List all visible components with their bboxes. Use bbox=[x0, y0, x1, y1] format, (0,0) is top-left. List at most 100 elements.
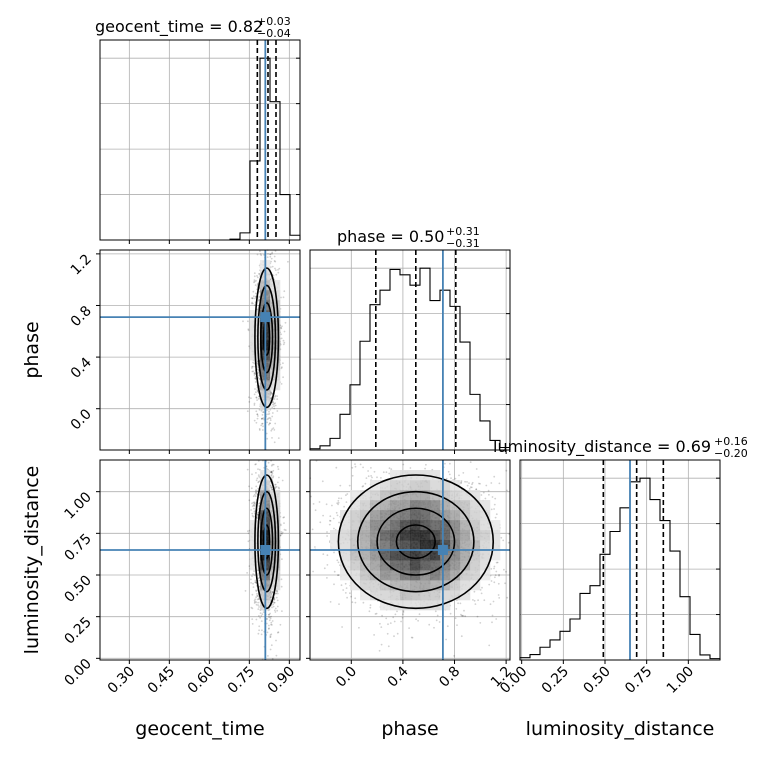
sample-point bbox=[269, 648, 272, 651]
sample-point bbox=[254, 381, 257, 383]
sample-point bbox=[262, 417, 265, 419]
sample-point bbox=[259, 250, 261, 253]
sample-point bbox=[275, 273, 278, 276]
sample-point bbox=[276, 395, 278, 397]
sample-point bbox=[256, 413, 259, 416]
sample-point bbox=[274, 422, 277, 425]
sample-point bbox=[270, 257, 273, 260]
sample-point bbox=[257, 608, 260, 610]
sample-point bbox=[273, 405, 275, 408]
sample-point bbox=[260, 620, 263, 622]
sample-point bbox=[255, 603, 258, 606]
sample-point bbox=[251, 505, 254, 507]
sample-point bbox=[253, 402, 256, 405]
sample-point bbox=[274, 483, 277, 486]
sample-point bbox=[274, 260, 277, 263]
sample-point bbox=[256, 253, 259, 256]
sample-point bbox=[271, 415, 274, 418]
sample-point bbox=[255, 472, 257, 474]
sample-point bbox=[257, 371, 260, 374]
sample-point bbox=[268, 413, 271, 415]
sample-point bbox=[277, 468, 280, 470]
sample-point bbox=[253, 295, 255, 298]
sample-point bbox=[258, 384, 261, 387]
sample-point bbox=[268, 619, 271, 622]
sample-point bbox=[261, 417, 264, 420]
sample-point bbox=[270, 429, 273, 432]
sample-point bbox=[253, 419, 256, 422]
sample-point bbox=[275, 654, 278, 657]
sample-point bbox=[255, 279, 257, 282]
sample-point bbox=[258, 606, 260, 608]
sample-point bbox=[257, 299, 260, 301]
sample-point bbox=[276, 609, 279, 612]
sample-point bbox=[247, 328, 250, 331]
sample-point bbox=[270, 260, 272, 263]
sample-point bbox=[270, 392, 273, 394]
sample-point bbox=[251, 370, 254, 373]
sample-point bbox=[262, 411, 264, 413]
sample-point bbox=[247, 320, 249, 323]
sample-point bbox=[255, 396, 258, 399]
sample-point bbox=[274, 402, 276, 404]
sample-point bbox=[276, 410, 279, 412]
sample-point bbox=[248, 345, 251, 348]
sample-point bbox=[257, 474, 260, 476]
sample-point bbox=[251, 607, 254, 610]
sample-point bbox=[256, 399, 258, 401]
sample-point bbox=[266, 256, 269, 258]
panel-frame bbox=[519, 459, 721, 661]
sample-point bbox=[246, 410, 249, 413]
sample-point bbox=[256, 413, 259, 416]
sample-point bbox=[255, 618, 258, 621]
sample-point bbox=[252, 586, 255, 588]
sample-point bbox=[252, 361, 254, 364]
sample-point bbox=[282, 376, 284, 379]
sample-point bbox=[284, 529, 287, 531]
panel-hist-phase bbox=[309, 249, 511, 454]
sample-point bbox=[276, 398, 279, 400]
sample-point bbox=[281, 558, 283, 560]
sample-point bbox=[287, 260, 289, 263]
sample-point bbox=[278, 476, 280, 479]
sample-point bbox=[250, 297, 253, 299]
sample-point bbox=[250, 509, 253, 511]
sample-point bbox=[261, 429, 264, 431]
sample-point bbox=[259, 253, 262, 255]
panel-hist-luminosity-distance bbox=[519, 459, 721, 664]
sample-point bbox=[270, 397, 272, 400]
sample-point bbox=[258, 428, 261, 430]
sample-point bbox=[269, 417, 272, 420]
sample-point bbox=[268, 410, 270, 413]
sample-point bbox=[251, 301, 254, 304]
sample-point bbox=[260, 254, 263, 257]
sample-point bbox=[277, 271, 280, 274]
sample-point bbox=[248, 499, 251, 502]
sample-point bbox=[242, 320, 244, 323]
sample-point bbox=[270, 475, 273, 477]
sample-point bbox=[269, 255, 272, 258]
sample-point bbox=[252, 370, 255, 373]
sample-point bbox=[272, 274, 275, 277]
sample-point bbox=[268, 417, 271, 419]
sample-point bbox=[258, 615, 260, 617]
sample-point bbox=[251, 365, 254, 368]
sample-point bbox=[273, 609, 276, 612]
sample-point bbox=[283, 522, 285, 524]
sample-point bbox=[247, 329, 250, 332]
sample-point bbox=[254, 297, 256, 300]
sample-point bbox=[251, 623, 254, 625]
sample-point bbox=[269, 266, 272, 268]
sample-point bbox=[281, 325, 283, 328]
sample-point bbox=[251, 297, 254, 300]
sample-point bbox=[272, 400, 274, 403]
sample-point bbox=[274, 607, 277, 610]
sample-point bbox=[275, 639, 277, 642]
sample-point bbox=[267, 417, 270, 420]
sample-point bbox=[257, 601, 260, 604]
sample-point bbox=[267, 461, 270, 464]
density-cell bbox=[270, 300, 281, 311]
sample-point bbox=[272, 403, 274, 406]
sample-point bbox=[283, 330, 286, 333]
